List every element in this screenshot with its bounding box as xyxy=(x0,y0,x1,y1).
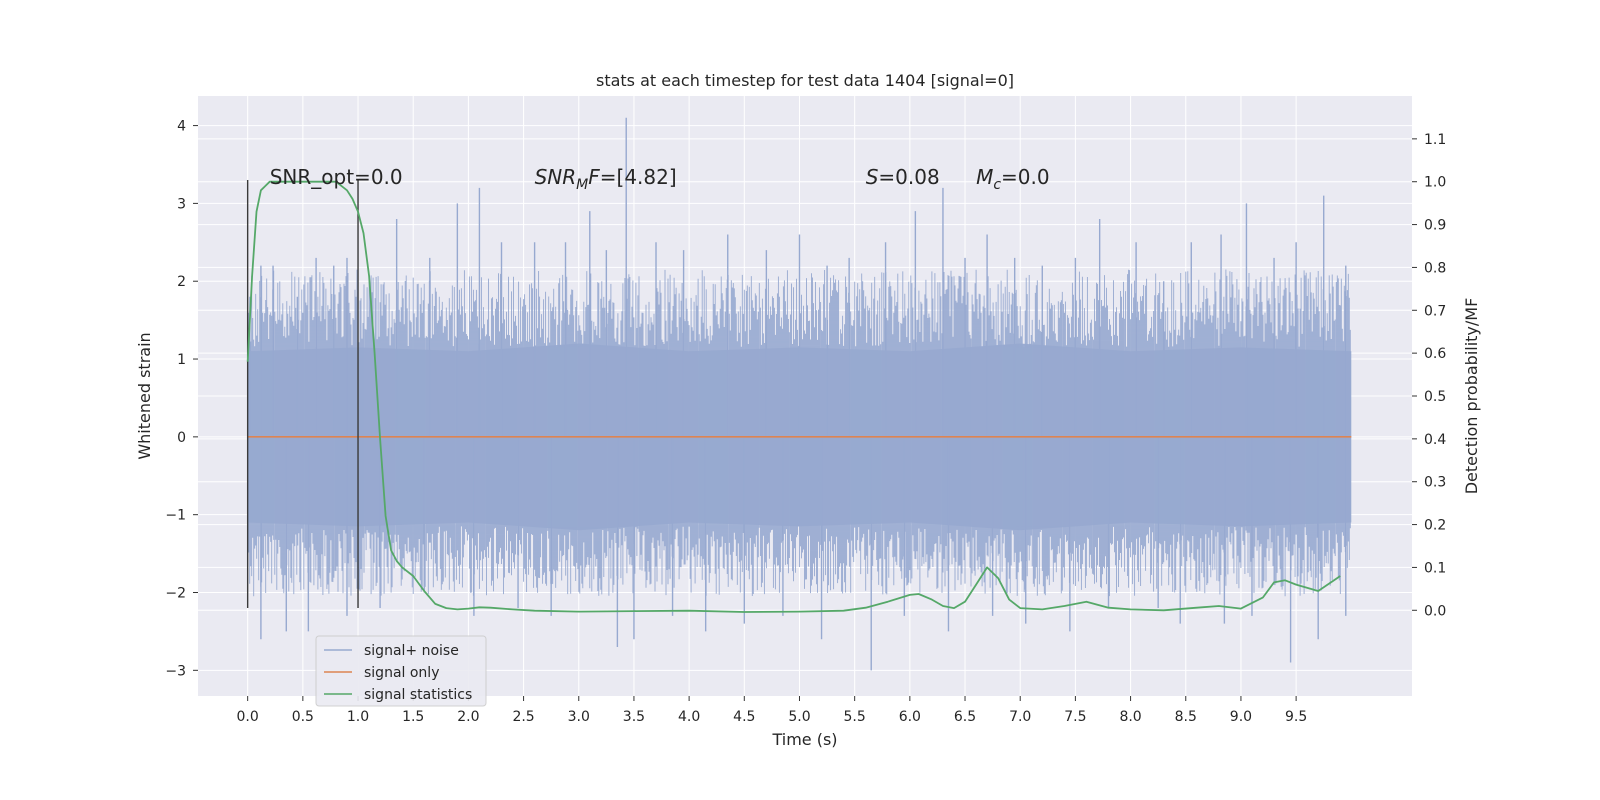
x-tick-label: 5.5 xyxy=(844,709,866,725)
chart-title: stats at each timestep for test data 140… xyxy=(596,71,1014,90)
y-tick-label: −3 xyxy=(165,663,186,679)
x-tick-label: 9.0 xyxy=(1230,709,1252,725)
x-tick-label: 5.0 xyxy=(788,709,810,725)
y-tick-label: −1 xyxy=(165,508,186,524)
annotation-snr-opt: SNR_opt=0.0 xyxy=(270,165,403,189)
y2-axis-label: Detection probability/MF xyxy=(1462,298,1481,495)
y-tick-label: 0 xyxy=(177,430,186,446)
annotation-snr-mf: SNRMF=[4.82] xyxy=(535,165,677,193)
annotation-mc-val: Mc=0.0 xyxy=(976,165,1050,193)
y2-tick-label: 0.1 xyxy=(1424,560,1446,576)
y2-tick-label: 0.2 xyxy=(1424,518,1446,534)
legend-label-noise: signal+ noise xyxy=(364,643,459,659)
y2-tick-label: 0.4 xyxy=(1424,432,1446,448)
x-tick-label: 4.0 xyxy=(678,709,700,725)
x-tick-label: 8.5 xyxy=(1175,709,1197,725)
x-tick-label: 9.5 xyxy=(1285,709,1307,725)
legend-box xyxy=(315,635,487,707)
y-axis-label: Whitened strain xyxy=(135,332,154,459)
x-tick-label: 2.0 xyxy=(457,709,479,725)
legend-label-signal: signal only xyxy=(364,665,439,681)
x-axis-label: Time (s) xyxy=(771,730,837,749)
y2-tick-label: 0.8 xyxy=(1424,260,1446,276)
signal-statistics-line xyxy=(246,180,1341,613)
x-tick-label: 7.0 xyxy=(1009,709,1031,725)
y2-tick-label: 0.9 xyxy=(1424,218,1446,234)
x-tick-label: 4.5 xyxy=(733,709,755,725)
x-tick-label: 2.5 xyxy=(512,709,534,725)
x-tick-label: 0.5 xyxy=(292,709,314,725)
annotation-s-val: S=0.08 xyxy=(866,165,940,189)
legend-label-stats: signal statistics xyxy=(364,687,472,703)
y2-tick-label: 0.0 xyxy=(1424,603,1446,619)
x-tick-label: 1.5 xyxy=(402,709,424,725)
x-tick-label: 3.0 xyxy=(568,709,590,725)
x-tick-label: 6.0 xyxy=(899,709,921,725)
x-tick-label: 0.0 xyxy=(237,709,259,725)
y2-tick-label: 0.6 xyxy=(1424,346,1446,362)
x-tick-label: 3.5 xyxy=(623,709,645,725)
y2-tick-label: 0.7 xyxy=(1424,303,1446,319)
y-tick-label: 4 xyxy=(177,119,186,135)
plot-content xyxy=(246,117,1352,671)
y2-tick-label: 0.3 xyxy=(1424,475,1446,491)
y-tick-label: 3 xyxy=(177,196,186,212)
x-tick-label: 8.0 xyxy=(1119,709,1141,725)
y2-tick-label: 1.0 xyxy=(1424,175,1446,191)
y2-tick-label: 0.5 xyxy=(1424,389,1446,405)
x-tick-label: 7.5 xyxy=(1064,709,1086,725)
y-tick-label: 1 xyxy=(177,352,186,368)
axes: 0.0 0.5 1.0 1.5 2.0 2.5 3.0 3.5 4.0 4.5 5.0 5.5 6.0 6… xyxy=(165,119,1446,725)
x-tick-label: 1.0 xyxy=(347,709,369,725)
x-tick-label: 6.5 xyxy=(954,709,976,725)
y2-tick-label: 1.1 xyxy=(1424,132,1446,148)
y-tick-label: −2 xyxy=(165,585,186,601)
y-tick-label: 2 xyxy=(177,274,186,290)
legend: signal+ noise signal only signal statist… xyxy=(315,635,487,707)
annotations: SNR_opt=0.0 SNRMF=[4.82] S=0.08 Mc=0.0 xyxy=(270,165,1050,193)
